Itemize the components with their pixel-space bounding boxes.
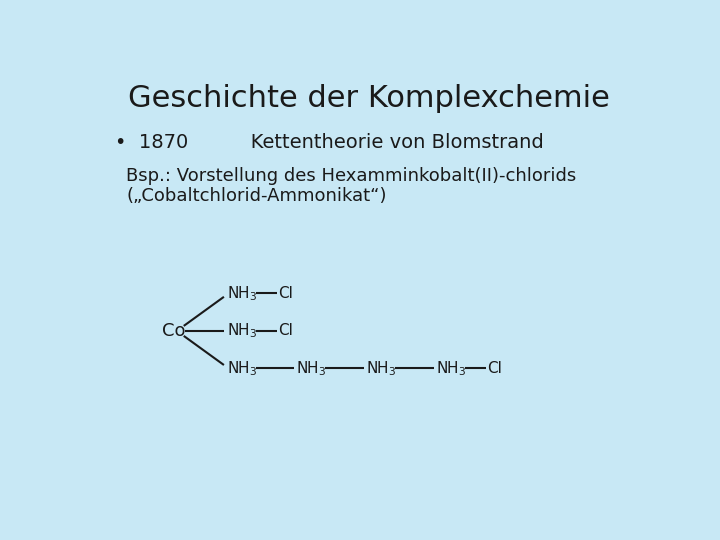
Text: NH$_3$: NH$_3$	[227, 321, 257, 340]
Text: NH$_3$: NH$_3$	[227, 359, 257, 377]
Text: NH$_3$: NH$_3$	[297, 359, 327, 377]
Text: („Cobaltchlorid-Ammonikat“): („Cobaltchlorid-Ammonikat“)	[126, 187, 387, 205]
Text: NH$_3$: NH$_3$	[227, 284, 257, 303]
Text: Geschichte der Komplexchemie: Geschichte der Komplexchemie	[128, 84, 610, 112]
Text: •  1870          Kettentheorie von Blomstrand: • 1870 Kettentheorie von Blomstrand	[115, 133, 544, 152]
Text: Co: Co	[162, 322, 186, 340]
Text: Cl: Cl	[487, 361, 502, 376]
Text: NH$_3$: NH$_3$	[366, 359, 397, 377]
Text: NH$_3$: NH$_3$	[436, 359, 467, 377]
Text: Bsp.: Vorstellung des Hexamminkobalt(II)-chlorids: Bsp.: Vorstellung des Hexamminkobalt(II)…	[126, 167, 577, 185]
Text: Cl: Cl	[278, 323, 293, 339]
Text: Cl: Cl	[278, 286, 293, 301]
